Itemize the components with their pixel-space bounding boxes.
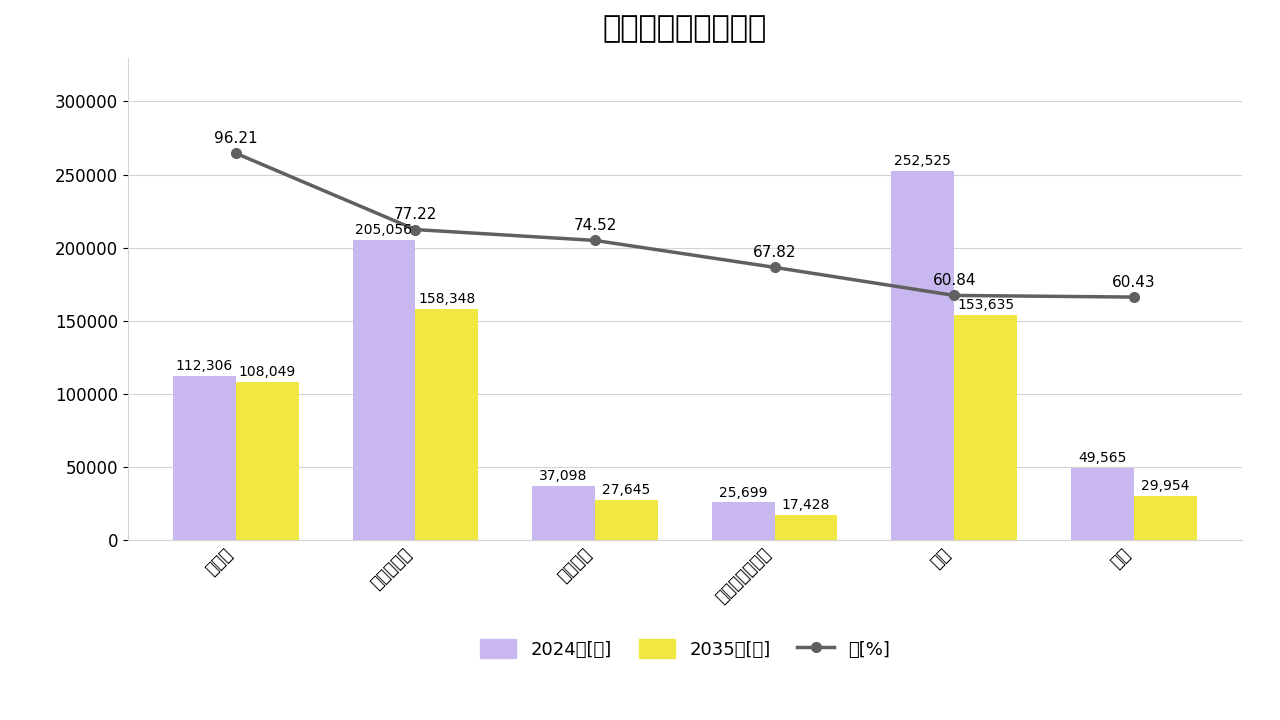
Bar xyxy=(774,515,837,540)
Text: 17,428: 17,428 xyxy=(782,498,831,512)
Bar xyxy=(891,171,954,540)
Bar xyxy=(352,240,416,540)
Bar xyxy=(954,315,1018,540)
Text: 67.82: 67.82 xyxy=(753,245,796,260)
Bar xyxy=(416,309,479,540)
Text: 60.84: 60.84 xyxy=(932,273,975,288)
Bar xyxy=(236,382,298,540)
Bar xyxy=(532,486,595,540)
Text: 37,098: 37,098 xyxy=(539,469,588,483)
Text: 112,306: 112,306 xyxy=(175,359,233,373)
Text: 96.21: 96.21 xyxy=(214,131,257,146)
Bar xyxy=(1071,467,1134,540)
Text: 29,954: 29,954 xyxy=(1140,480,1189,493)
Text: 153,635: 153,635 xyxy=(957,299,1014,312)
Text: 158,348: 158,348 xyxy=(419,292,475,305)
Text: 77.22: 77.22 xyxy=(394,207,436,222)
Bar xyxy=(712,503,774,540)
Bar xyxy=(173,376,236,540)
Legend: 2024年[人], 2035年[人], 比[%]: 2024年[人], 2035年[人], 比[%] xyxy=(472,632,897,666)
Text: 252,525: 252,525 xyxy=(895,154,951,168)
Text: 49,565: 49,565 xyxy=(1078,451,1126,464)
Bar xyxy=(1134,496,1197,540)
Text: 27,645: 27,645 xyxy=(603,482,650,497)
Text: 108,049: 108,049 xyxy=(238,365,296,379)
Bar xyxy=(595,500,658,540)
Text: 74.52: 74.52 xyxy=(573,218,617,233)
Text: 205,056: 205,056 xyxy=(356,223,412,238)
Text: 60.43: 60.43 xyxy=(1112,275,1156,289)
Text: 25,699: 25,699 xyxy=(719,485,768,500)
Title: 技能者・職人の人手: 技能者・職人の人手 xyxy=(603,14,767,42)
